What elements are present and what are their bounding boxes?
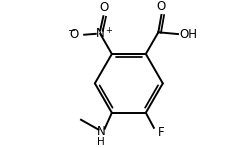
Text: O: O (157, 0, 166, 13)
Text: O: O (100, 1, 109, 15)
Text: H: H (97, 137, 105, 147)
Text: −: − (68, 26, 76, 36)
Text: +: + (105, 26, 112, 35)
Text: N: N (96, 27, 105, 40)
Text: N: N (97, 125, 105, 138)
Text: OH: OH (179, 28, 197, 41)
Text: O: O (69, 28, 79, 41)
Text: F: F (157, 126, 164, 139)
